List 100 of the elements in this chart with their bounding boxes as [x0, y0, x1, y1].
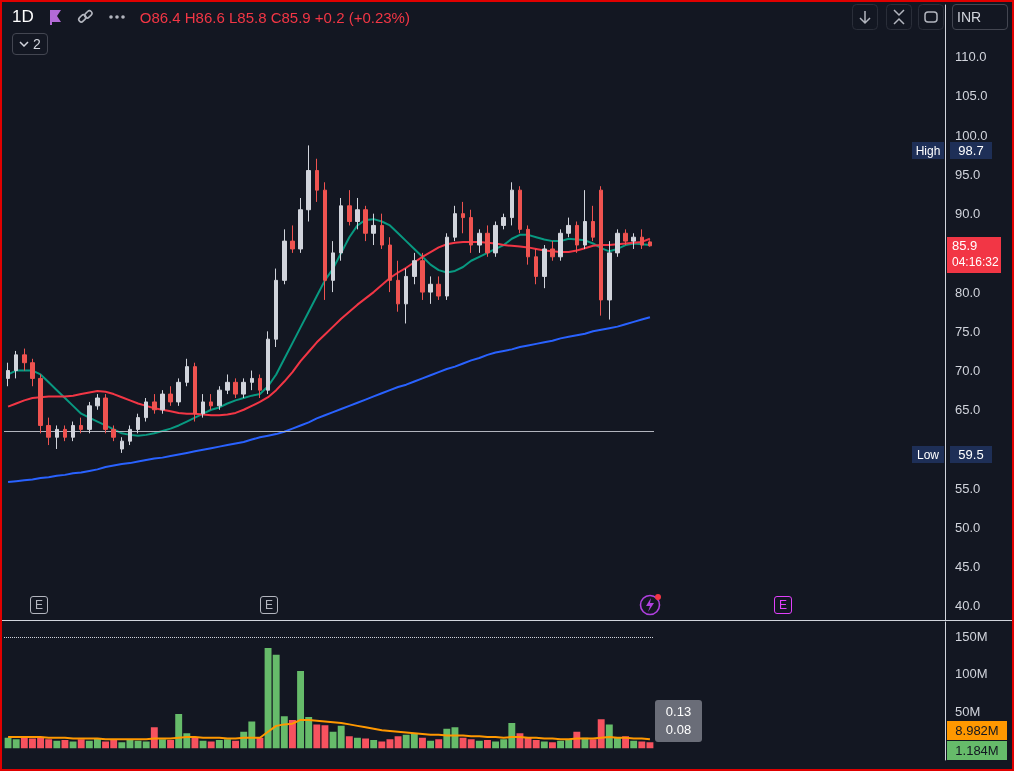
candlestick [111, 424, 116, 442]
candlestick [428, 275, 433, 305]
bar [207, 741, 215, 749]
bar [150, 727, 158, 749]
candlestick [420, 252, 425, 301]
candlestick [225, 373, 230, 395]
y-tick-label: 105.0 [955, 88, 988, 104]
candlestick [55, 424, 59, 450]
text: 0.13 [664, 703, 693, 721]
candlestick [14, 350, 18, 379]
candlestick [371, 213, 376, 246]
candlestick [323, 181, 327, 301]
candlestick [315, 158, 319, 203]
bar [53, 740, 61, 749]
candlestick [436, 275, 441, 301]
candlestick [160, 389, 165, 415]
candlestick [648, 239, 652, 248]
candlestick [363, 205, 368, 242]
candlestick [22, 348, 27, 372]
text: 98.7 [950, 142, 992, 159]
text: 0.08 [664, 721, 693, 739]
candlestick [209, 393, 213, 411]
y-tick-label: 100.0 [955, 127, 988, 143]
candlestick [461, 201, 465, 234]
bar [475, 740, 483, 749]
candlestick [518, 185, 522, 234]
text: 04:16:32 [952, 254, 1000, 271]
candlestick [607, 240, 612, 321]
bar [370, 739, 378, 749]
candlestick [331, 240, 335, 293]
candlestick [591, 205, 595, 242]
candlestick [558, 228, 563, 262]
candlestick [623, 228, 628, 246]
candlestick [477, 228, 482, 254]
text: INR [952, 4, 1008, 30]
y-tick-label: 95.0 [955, 166, 981, 182]
text: 8.982M [947, 721, 1007, 740]
candlestick [241, 377, 246, 399]
candlestick [282, 228, 287, 285]
candlestick [566, 217, 571, 238]
candlestick [599, 185, 603, 317]
y-tick-label: 110.0 [955, 49, 987, 65]
candlestick [510, 181, 514, 226]
bar [288, 719, 296, 749]
y-tick-label: 70.0 [955, 363, 981, 379]
candlestick [485, 224, 490, 258]
candlestick [201, 393, 205, 419]
text: E [774, 596, 792, 614]
candlestick [193, 362, 197, 423]
candlestick [306, 144, 311, 223]
bar [77, 739, 85, 749]
bar [362, 738, 370, 749]
candlestick [120, 436, 124, 454]
candlestick [575, 221, 579, 254]
text: 85.9 [952, 237, 979, 254]
candlestick [168, 385, 173, 407]
candlestick [217, 385, 222, 411]
chart-subtitle: O86.4 H86.6 L85.8 C85.9 +0.2 (+0.23%) [139, 8, 410, 26]
candlestick [469, 209, 473, 254]
text: 1.184M [947, 741, 1007, 760]
bar [61, 739, 69, 749]
y-tick-label: 50.0 [955, 519, 981, 535]
candlestick [38, 373, 43, 434]
candlestick [542, 244, 547, 289]
text: 59.5 [950, 446, 992, 463]
candlestick [266, 330, 270, 395]
y-tick-label: 50M [955, 703, 981, 719]
line-series [7, 237, 651, 417]
bar [353, 737, 361, 749]
bar [191, 737, 199, 749]
bar [167, 739, 175, 749]
candlestick [136, 413, 140, 434]
candlestick [290, 224, 295, 254]
candlestick [298, 197, 303, 254]
candlestick [347, 189, 352, 226]
chart-title: 1D [12, 7, 34, 27]
candlestick [79, 417, 83, 434]
line-series [7, 218, 651, 437]
bar [418, 737, 426, 749]
candlestick [176, 377, 181, 407]
annotation: E [260, 596, 278, 614]
bar [427, 740, 435, 749]
candlestick [380, 213, 384, 250]
line-series [7, 718, 651, 741]
candlestick [631, 232, 636, 250]
bar [232, 740, 240, 749]
candlestick [258, 373, 262, 399]
candlestick [404, 268, 408, 324]
annotation: E [30, 596, 48, 614]
candlestick [233, 377, 238, 399]
bar [199, 740, 207, 749]
candlestick [534, 248, 538, 285]
candlestick [128, 424, 132, 446]
bar [548, 742, 556, 749]
y-tick-label: 40.0 [955, 598, 981, 614]
y-tick-label: 75.0 [955, 323, 981, 339]
candlestick [103, 393, 108, 434]
y-tick-label: 150M [955, 629, 988, 645]
y-tick-label: 65.0 [955, 402, 981, 418]
candlestick [339, 197, 343, 262]
